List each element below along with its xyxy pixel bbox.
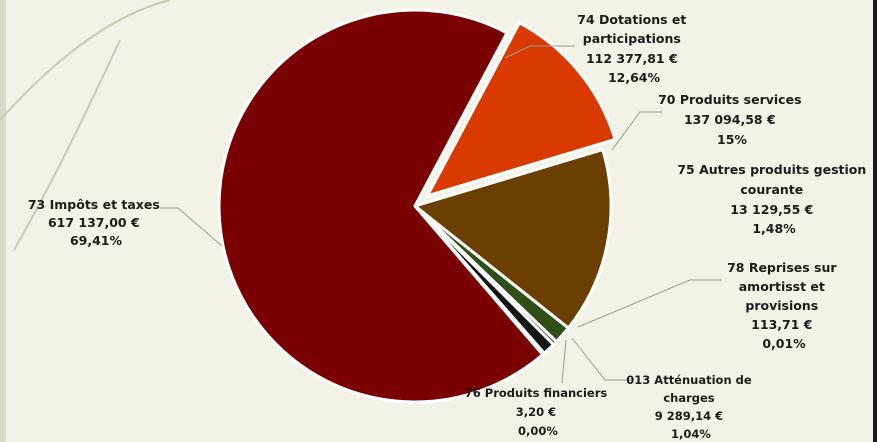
label-name: 70 Produits services xyxy=(658,92,801,107)
leader-attenuation xyxy=(571,337,632,381)
label-produits-financiers: 76 Produits financiers 3,20 € 0,00% xyxy=(465,386,611,438)
label-percent: 1,04% xyxy=(671,427,711,441)
label-value: 13 129,55 € xyxy=(730,202,813,217)
label-name-line-2: amortisst et xyxy=(739,279,825,294)
label-percent: 15% xyxy=(717,132,747,147)
label-value: 617 137,00 € xyxy=(48,215,140,230)
label-dotations-participations: 74 Dotations et participations 112 377,8… xyxy=(577,12,690,85)
pie-slice-1 xyxy=(424,20,617,199)
label-name: 73 Impôts et taxes xyxy=(28,197,160,212)
label-value: 3,20 € xyxy=(516,405,556,419)
pie-slice-2 xyxy=(411,147,613,331)
label-autres-produits-gestion: 75 Autres produits gestion courante 13 1… xyxy=(677,162,870,236)
label-impots-et-taxes: 73 Impôts et taxes 617 137,00 € 69,41% xyxy=(28,197,164,248)
decorative-arcs xyxy=(0,0,171,251)
leader-produits-services xyxy=(611,111,662,151)
label-percent: 12,64% xyxy=(608,70,661,85)
label-name-line-2: participations xyxy=(583,31,681,46)
label-name-line-1: 013 Atténuation de xyxy=(626,373,752,387)
label-value: 112 377,81 € xyxy=(586,51,678,66)
label-value: 113,71 € xyxy=(751,317,812,332)
label-percent: 1,48% xyxy=(752,221,796,236)
label-attenuation-charges: 013 Atténuation de charges 9 289,14 € 1,… xyxy=(626,373,755,441)
label-name-line-1: 74 Dotations et xyxy=(577,12,686,27)
leader-reprises xyxy=(577,279,722,328)
label-value: 9 289,14 € xyxy=(655,409,723,423)
label-name-line-3: provisions xyxy=(745,298,818,313)
label-produits-services: 70 Produits services 137 094,58 € 15% xyxy=(658,92,806,147)
pie-slice-0 xyxy=(217,8,545,404)
label-percent: 0,00% xyxy=(518,424,558,438)
leader-impots xyxy=(160,207,223,247)
label-name-line-2: charges xyxy=(663,391,714,405)
leader-financiers xyxy=(561,339,567,384)
label-reprises-amortissements: 78 Reprises sur amortisst et provisions … xyxy=(727,260,841,351)
label-name-line-1: 78 Reprises sur xyxy=(727,260,837,275)
label-name-line-1: 75 Autres produits gestion xyxy=(677,162,866,177)
label-percent: 0,01% xyxy=(762,336,806,351)
label-name: 76 Produits financiers xyxy=(465,386,608,400)
label-percent: 69,41% xyxy=(70,233,123,248)
label-value: 137 094,58 € xyxy=(684,112,776,127)
label-name-line-2: courante xyxy=(740,182,803,197)
leader-dotations xyxy=(504,45,575,59)
